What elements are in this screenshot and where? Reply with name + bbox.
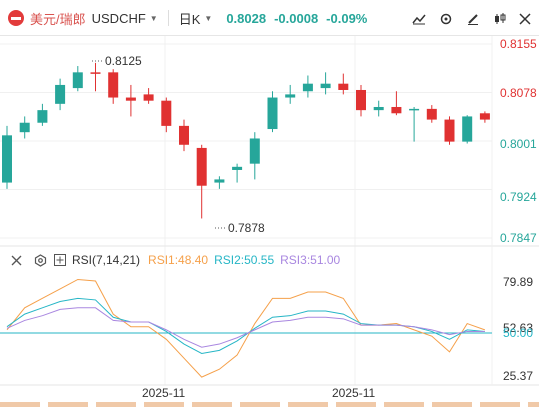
rsi-tick-label: 50.00 [503,326,533,340]
candle-body [196,147,207,186]
period-chevron-down-icon[interactable]: ▼ [204,13,213,23]
price-tick-label: 0.8001 [500,137,537,151]
candle-body [37,110,48,123]
close-icon[interactable] [8,252,24,268]
candle-body [19,122,30,133]
candle-body [426,108,437,120]
candle-body [479,113,490,120]
chevron-down-icon[interactable]: ▼ [149,13,158,23]
pair-name[interactable]: 美元/瑞郎 [30,11,86,27]
candle-body [462,116,473,142]
indicator-settings-icon[interactable] [32,252,48,268]
header-divider [0,35,539,36]
period-selector[interactable]: 日K [178,11,201,27]
line-chart-icon[interactable] [410,10,428,28]
price-change: -0.0008 [274,10,319,26]
candle-body [267,97,278,130]
last-price: 0.8028 [226,10,267,26]
currency-flag-icon [8,10,24,26]
rsi-tick-label: 79.89 [503,275,533,289]
rsi2-line [6,297,485,355]
candle-body [249,138,260,164]
fullscreen-icon[interactable] [516,10,534,28]
candle-body [320,83,331,89]
candle-body [125,97,136,101]
price-change-percent: -0.09% [326,10,368,26]
candle-body [90,72,101,74]
candle-body [338,83,349,90]
candle-body [356,89,366,111]
rsi-current-badge [496,322,539,336]
rsi-tick-label: 25.37 [503,369,533,383]
candle-body [55,84,66,104]
rsi3-value: RSI3:51.00 [280,253,341,267]
rsi-legend: RSI(7,14,21) RSI1:48.40 RSI2:50.55 RSI3:… [0,250,340,270]
indicator-params-icon[interactable] [52,252,68,268]
rsi-tick-label: 52.63 [503,321,533,335]
symbol-selector[interactable]: USDCHF [91,10,146,26]
high-label: 0.8125 [105,54,142,68]
price-tick-label: 0.7924 [500,190,537,204]
rsi1-line [6,278,486,378]
draw-icon[interactable] [464,10,482,28]
candle-body [72,72,83,89]
price-tick-label: 0.8155 [500,37,537,51]
candle-body [373,106,384,111]
price-tick-label: 0.8078 [500,86,537,100]
rsi2-value: RSI2:50.55 [214,253,275,267]
settings-icon[interactable] [437,10,455,28]
bottom-strip [0,402,539,407]
quote-header: 美元/瑞郎 USDCHF ▼ 日K ▼ 0.8028 -0.0008 -0.09… [0,0,539,36]
rsi1-value: RSI1:48.40 [148,253,209,267]
candle-body [108,72,119,98]
candlestick-icon[interactable] [491,10,509,28]
candle-body [444,119,455,142]
candle-body [214,179,225,183]
rsi3-line [6,307,485,348]
date-tick-label: 2025-11 [332,386,375,400]
candle-body [391,106,402,114]
candle-body [285,94,296,98]
candle-body [302,83,313,92]
divider [167,10,169,26]
candle-body [232,166,243,170]
candle-body [409,108,420,111]
candle-body [2,135,12,183]
candle-body [143,94,154,101]
low-label: 0.7878 [228,221,265,235]
candle-body [179,125,189,145]
date-tick-label: 2025-11 [142,386,185,400]
rsi-title: RSI(7,14,21) [72,253,141,267]
price-tick-label: 0.7847 [500,231,537,245]
candle-body [161,100,172,126]
